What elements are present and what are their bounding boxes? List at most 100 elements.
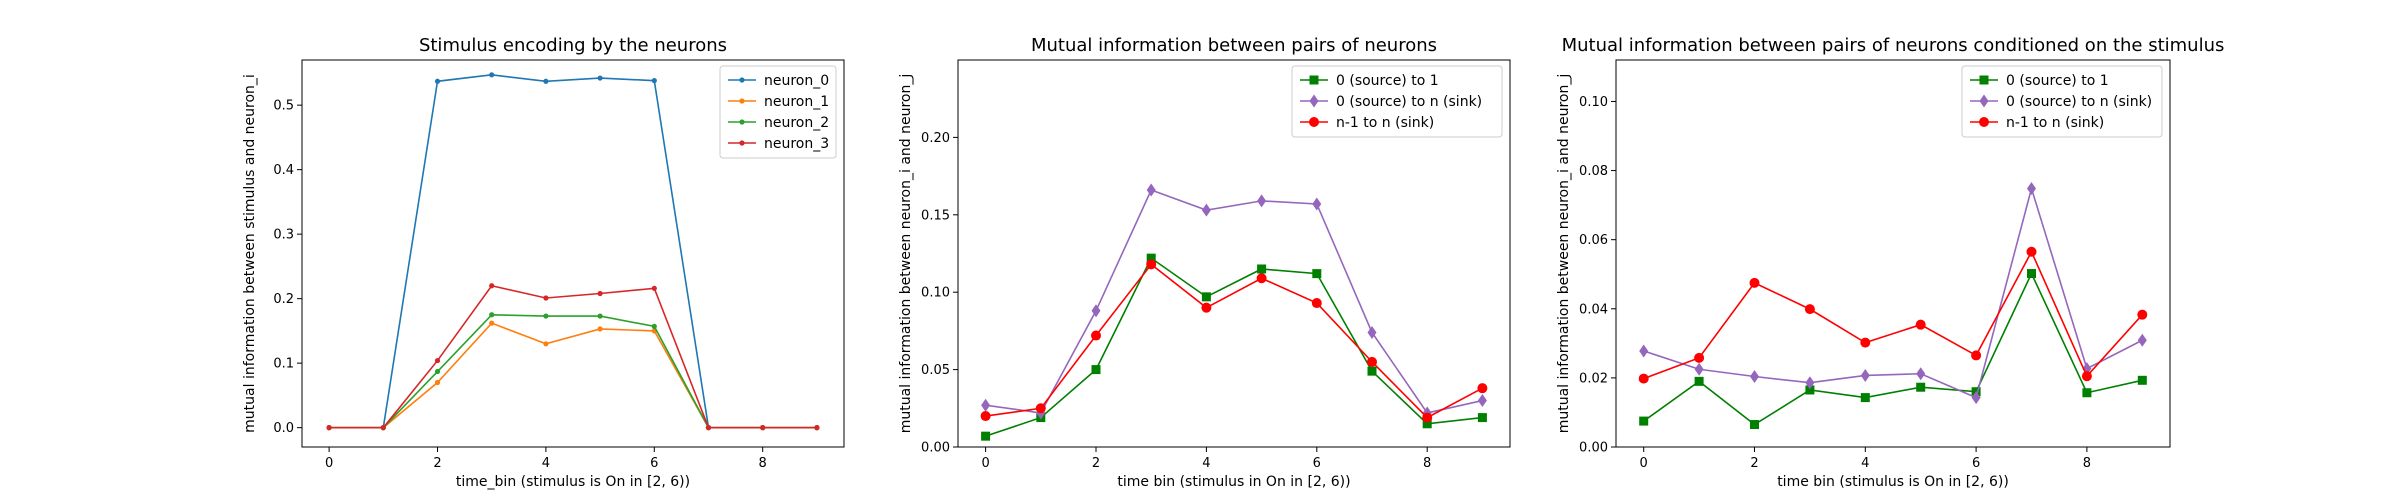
data-point	[434, 357, 441, 364]
data-point	[434, 379, 441, 386]
x-tick-label: 2	[1750, 456, 1758, 471]
data-point	[980, 411, 991, 422]
legend-marker	[739, 98, 745, 104]
y-axis-label: mutual information between neuron_i and …	[898, 74, 914, 434]
plot-area: 0 2 4 6 8 0.00 0.05 0.10 0.15 0.20 0 (source) to 1…	[921, 59, 1511, 471]
data-point	[1804, 304, 1815, 315]
y-tick-label: 0.0	[273, 421, 294, 436]
data-point	[1422, 419, 1432, 429]
y-tick-label: 0.20	[921, 131, 950, 146]
data-point	[2026, 246, 2037, 257]
legend-box	[1961, 65, 2163, 138]
x-tick-label: 8	[1423, 456, 1431, 471]
y-tick-label: 0.2	[273, 292, 294, 307]
data-point	[651, 323, 657, 329]
data-point	[981, 431, 991, 441]
legend-marker	[739, 77, 745, 83]
data-point	[1311, 298, 1322, 309]
legend-marker	[1979, 117, 1989, 127]
data-point	[597, 326, 603, 332]
y-tick-label: 0.00	[1579, 441, 1608, 456]
series-line	[1643, 249, 2143, 380]
legend: 0 (source) to 1 0 (source) to n (sink) n-1…	[1961, 65, 2163, 138]
data-point	[1916, 367, 1926, 381]
data-point	[1805, 376, 1815, 390]
data-point	[1750, 370, 1759, 384]
legend-label: neuron_2	[764, 115, 829, 131]
data-point	[1750, 420, 1759, 430]
legend-marker	[739, 140, 745, 146]
data-point	[1091, 365, 1101, 375]
y-tick-label: 0.04	[1579, 302, 1608, 317]
data-point	[1367, 356, 1377, 367]
data-point	[543, 341, 549, 347]
x-tick-label: 8	[759, 456, 767, 471]
data-point	[1639, 344, 1649, 358]
legend-marker	[1979, 94, 1989, 108]
legend-marker	[1309, 94, 1319, 108]
x-axis-label: time bin (stimulus is On in [2, 6))	[1777, 474, 2009, 490]
x-tick-label: 0	[325, 456, 333, 471]
legend-label: neuron_1	[764, 94, 829, 110]
legend-label: n-1 to n (sink)	[2006, 115, 2104, 131]
chart-title: Mutual information between pairs of neur…	[1562, 35, 2225, 56]
data-point	[489, 312, 495, 318]
series-line	[1643, 185, 2143, 399]
series-line	[329, 313, 817, 429]
legend: 0 (source) to 1 0 (source) to n (sink) n-1…	[1291, 65, 1503, 138]
data-point	[1477, 413, 1487, 423]
plot-area: 0 2 4 6 8 0.00 0.02 0.04 0.06 0.08 0.10 0 (source) …	[1579, 59, 2171, 471]
data-point	[1091, 330, 1101, 341]
legend: neuron_0 neuron_1 neuron_2 neuron_3	[719, 65, 837, 159]
y-tick-label: 0.10	[1579, 95, 1608, 110]
chart-title: Stimulus encoding by the neurons	[419, 35, 727, 56]
data-point	[1916, 382, 1926, 392]
x-tick-label: 2	[1092, 456, 1100, 471]
series-line	[985, 256, 1483, 437]
data-point	[1860, 337, 1871, 348]
x-tick-label: 8	[2083, 456, 2091, 471]
data-point	[2137, 375, 2147, 385]
data-point	[597, 313, 603, 319]
data-point	[1805, 385, 1815, 395]
y-tick-label: 0.1	[273, 357, 294, 372]
data-point	[543, 313, 549, 319]
data-point	[1146, 253, 1156, 263]
plot-frame	[301, 59, 845, 448]
y-tick-label: 0.05	[921, 363, 950, 378]
data-point	[981, 398, 991, 412]
x-tick-label: 6	[650, 456, 658, 471]
x-tick-label: 4	[542, 456, 550, 471]
legend-label: neuron_3	[764, 136, 829, 152]
series-line	[329, 284, 817, 429]
data-point	[1915, 319, 1926, 330]
x-axis-label: time bin (stimulus in On in [2, 6))	[1117, 474, 1350, 490]
y-tick-label: 0.06	[1579, 233, 1608, 248]
data-point	[380, 425, 386, 431]
data-point	[1201, 302, 1212, 313]
legend-box	[1291, 65, 1503, 138]
y-tick-label: 0.02	[1579, 371, 1608, 386]
data-point	[1256, 273, 1267, 284]
x-tick-label: 2	[433, 456, 441, 471]
data-point	[543, 295, 549, 301]
legend-box	[719, 65, 837, 159]
x-tick-label: 4	[1861, 456, 1869, 471]
x-tick-label: 0	[1640, 456, 1648, 471]
y-tick-label: 0.08	[1579, 164, 1608, 179]
data-point	[1860, 368, 1870, 382]
data-point	[1146, 183, 1156, 197]
data-point	[434, 368, 441, 375]
data-point	[2082, 388, 2092, 398]
data-point	[2081, 371, 2092, 382]
legend-label: n-1 to n (sink)	[1336, 115, 1434, 131]
data-point	[651, 78, 657, 84]
data-point	[489, 283, 495, 289]
data-point	[1367, 325, 1377, 339]
data-point	[1971, 350, 1982, 361]
legend-marker	[1979, 75, 1989, 85]
plot-frame	[957, 59, 1511, 448]
x-tick-label: 0	[981, 456, 989, 471]
y-tick-label: 0.4	[273, 163, 294, 178]
